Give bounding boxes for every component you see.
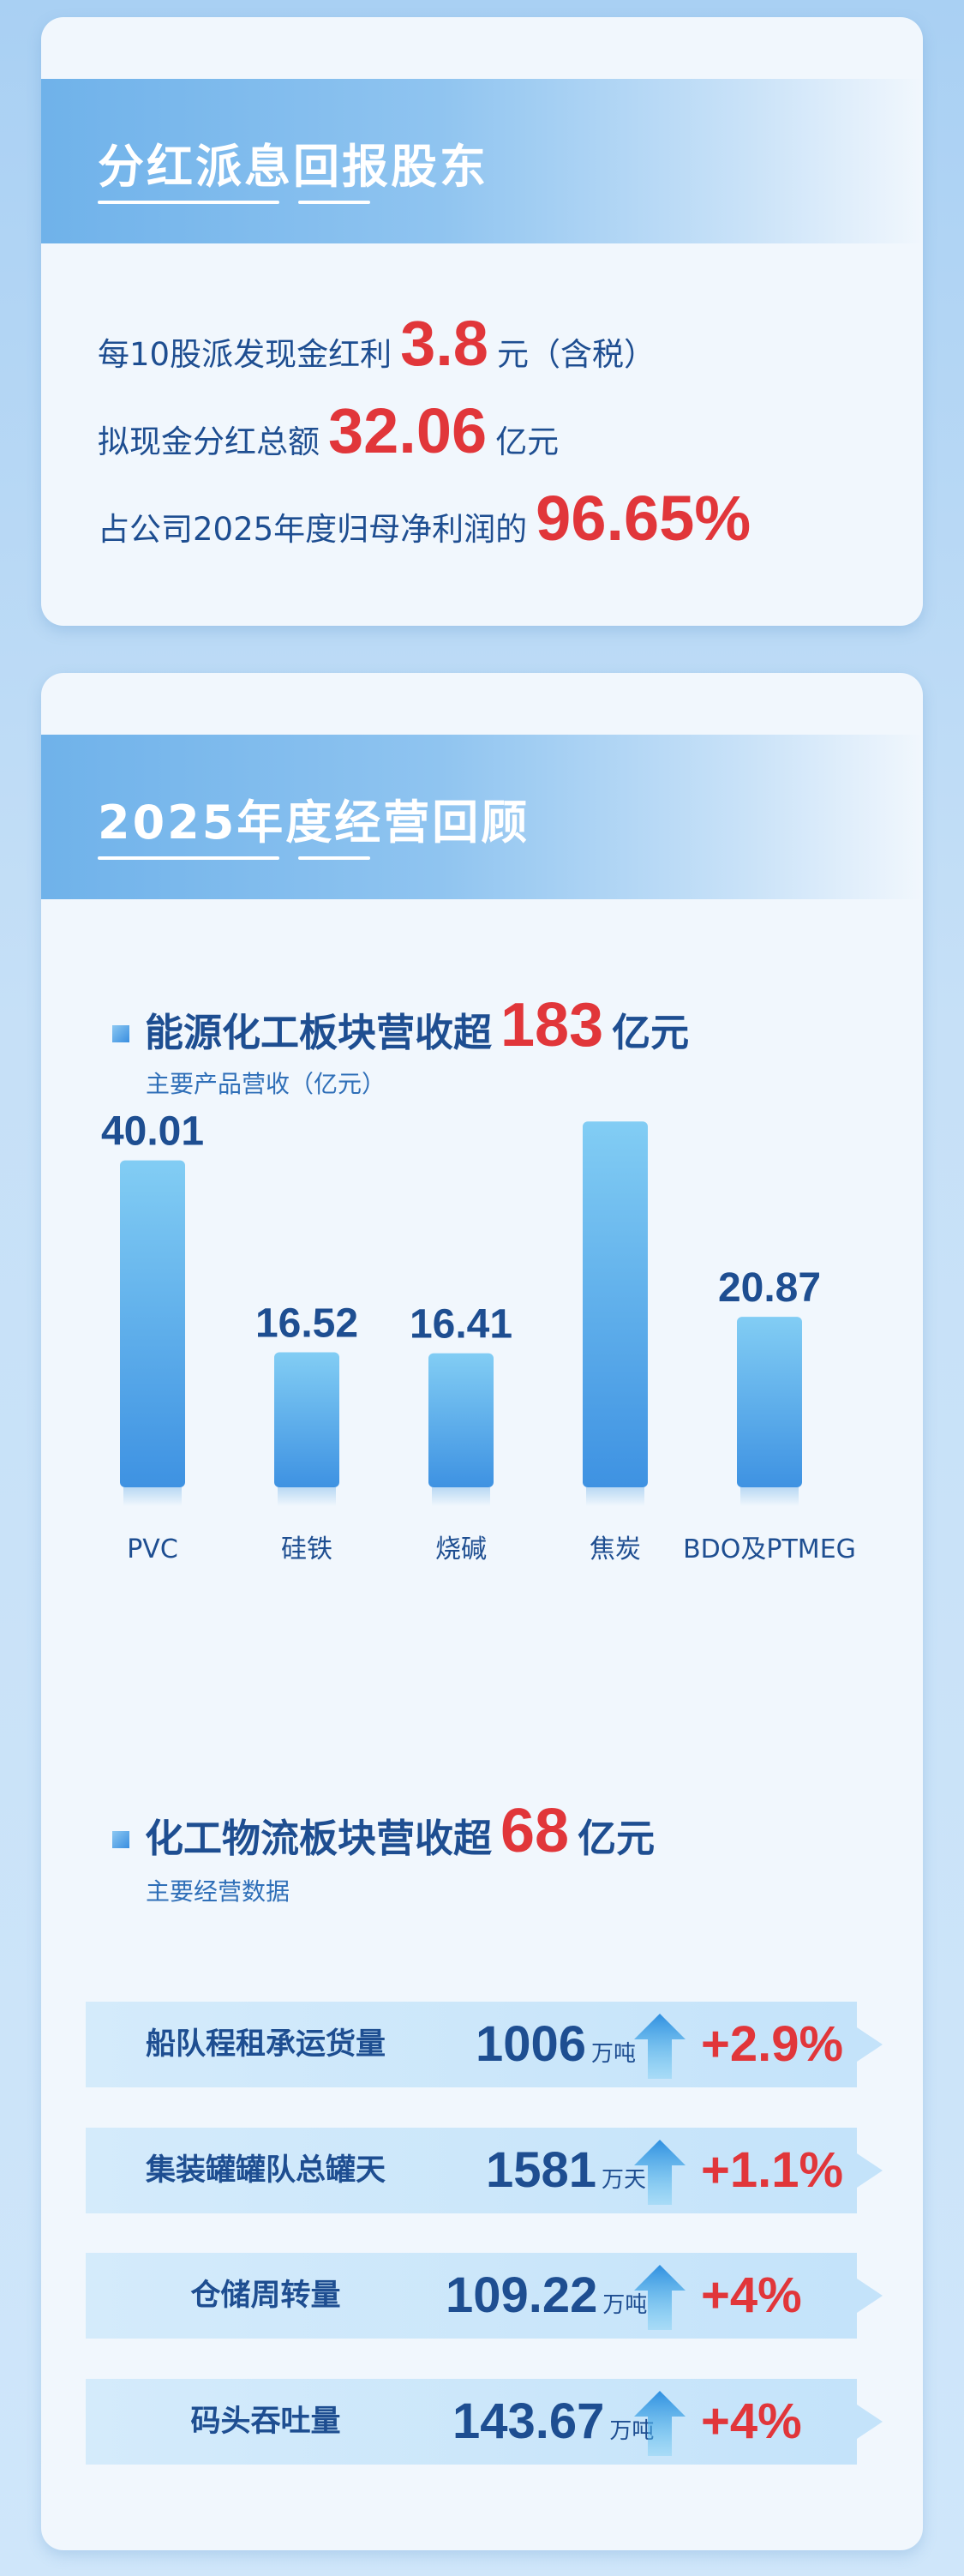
review-banner: 2025年度经营回顾 bbox=[41, 735, 923, 899]
dividend-per-share-line: 每10股派发现金红利 3.8 元（含税） bbox=[98, 307, 656, 380]
stat-label: 码头吞吐量 bbox=[190, 2405, 341, 2439]
stat-row-tip bbox=[857, 2405, 883, 2439]
stat-unit: 万吨 bbox=[591, 2041, 637, 2067]
stat-row-background bbox=[86, 2253, 857, 2339]
stat-row-background bbox=[86, 2379, 857, 2465]
stat-value: 1006 万吨 bbox=[476, 2002, 636, 2087]
bar-value-label: 16.52 bbox=[255, 1301, 358, 1347]
bar-shadow bbox=[123, 1487, 182, 1506]
bar-value-label: 20.87 bbox=[718, 1265, 821, 1311]
dividend-total-line: 拟现金分红总额 32.06 亿元 bbox=[98, 394, 559, 467]
dividend-ratio-line: 占公司2025年度归母净利润的 96.65% bbox=[98, 482, 759, 555]
title-underline bbox=[298, 201, 370, 204]
dividend-title: 分红派息回报股东 bbox=[98, 140, 488, 194]
stat-unit: 万天 bbox=[602, 2167, 647, 2193]
bar-category-label: 焦炭 bbox=[590, 1534, 641, 1564]
stat-value: 109.22 万吨 bbox=[446, 2253, 647, 2339]
bar-value-label: 44.78 bbox=[564, 1110, 667, 1115]
square-bullet-icon bbox=[112, 1025, 129, 1042]
stat-change: +4% bbox=[701, 2267, 802, 2323]
dividend-line-text: 亿元 bbox=[495, 423, 560, 460]
bar-category-label: 烧碱 bbox=[435, 1534, 487, 1564]
stat-number: 1581 bbox=[486, 2142, 597, 2198]
dividend-line-text: 拟现金分红总额 bbox=[98, 423, 320, 460]
stat-row-background bbox=[86, 2128, 857, 2213]
stat-row-tip bbox=[857, 2027, 883, 2062]
review-card: 2025年度经营回顾 能源化工板块营收超 183 亿元 主要产品营收（亿元） 4… bbox=[41, 673, 923, 2550]
stat-value: 143.67 万吨 bbox=[452, 2379, 654, 2465]
stat-number: 1006 bbox=[476, 2016, 587, 2072]
up-arrow-icon bbox=[634, 2265, 686, 2330]
stat-unit: 万吨 bbox=[602, 2292, 648, 2318]
dividend-line-text: 每10股派发现金红利 bbox=[98, 336, 392, 373]
stat-row-fleet: 船队程租承运货量 1006 万吨 +2.9% bbox=[86, 2002, 893, 2087]
logistics-subtitle: 主要经营数据 bbox=[146, 1877, 290, 1906]
logistics-heading-unit: 亿元 bbox=[578, 1816, 656, 1861]
dividend-line-text: 元（含税） bbox=[496, 336, 656, 373]
up-arrow-icon bbox=[634, 2140, 686, 2205]
stat-label: 集装罐罐队总罐天 bbox=[145, 2153, 386, 2188]
bar-shadow bbox=[586, 1487, 644, 1506]
stat-value: 1581 万天 bbox=[486, 2128, 646, 2213]
energy-subtitle: 主要产品营收（亿元） bbox=[146, 1070, 386, 1098]
up-arrow-icon bbox=[634, 2391, 686, 2456]
product-revenue-bar-chart: 40.01 PVC 16.52 硅铁 16.41 烧碱 44.78 焦炭 20.87 BDO及PT… bbox=[101, 1110, 856, 1564]
dividend-per-share-value: 3.8 bbox=[400, 308, 488, 379]
stat-row-tank: 集装罐罐队总罐天 1581 万天 +1.1% bbox=[86, 2128, 893, 2213]
bar-category-label: BDO及PTMEG bbox=[683, 1534, 856, 1564]
stat-number: 109.22 bbox=[446, 2267, 598, 2323]
bar-category-label: 硅铁 bbox=[281, 1534, 332, 1564]
bar-BDO及PTMEG bbox=[737, 1317, 802, 1487]
bar-烧碱 bbox=[428, 1353, 494, 1487]
stat-row-tip bbox=[857, 2153, 883, 2188]
bar-PVC bbox=[120, 1160, 185, 1487]
dividend-card: 分红派息回报股东 每10股派发现金红利 3.8 元（含税） 拟现金分红总额 32… bbox=[41, 17, 923, 626]
stat-row-tip bbox=[857, 2279, 883, 2313]
bar-shadow bbox=[278, 1487, 336, 1506]
dividend-banner: 分红派息回报股东 bbox=[41, 79, 923, 243]
stat-change: +4% bbox=[701, 2393, 802, 2449]
logistics-section-heading: 化工物流板块营收超 68 亿元 bbox=[112, 1796, 655, 1866]
stat-row-background bbox=[86, 2002, 857, 2087]
dividend-line-text: 占公司2025年度归母净利润的 bbox=[98, 511, 528, 548]
stat-label: 船队程租承运货量 bbox=[145, 2027, 386, 2062]
dividend-total-value: 32.06 bbox=[328, 395, 488, 466]
bar-焦炭 bbox=[583, 1121, 648, 1487]
stat-row-storage: 仓储周转量 109.22 万吨 +4% bbox=[86, 2253, 893, 2339]
bar-硅铁 bbox=[274, 1352, 339, 1487]
logistics-heading-text: 化工物流板块营收超 bbox=[145, 1816, 493, 1861]
bar-category-label: PVC bbox=[127, 1534, 178, 1564]
up-arrow-icon bbox=[634, 2014, 686, 2079]
title-underline bbox=[298, 856, 370, 860]
title-underline bbox=[98, 201, 279, 204]
title-underline bbox=[98, 856, 279, 860]
energy-revenue-value: 183 bbox=[500, 991, 604, 1060]
stat-change: +1.1% bbox=[701, 2142, 844, 2198]
energy-heading-text: 能源化工板块营收超 bbox=[145, 1010, 493, 1055]
bar-shadow bbox=[432, 1487, 490, 1506]
energy-section-heading: 能源化工板块营收超 183 亿元 bbox=[112, 990, 689, 1060]
bar-value-label: 16.41 bbox=[410, 1302, 512, 1348]
stat-number: 143.67 bbox=[452, 2393, 605, 2449]
stat-label: 仓储周转量 bbox=[190, 2279, 341, 2313]
energy-heading-unit: 亿元 bbox=[612, 1010, 690, 1055]
stat-change: +2.9% bbox=[701, 2016, 844, 2072]
stat-row-terminal: 码头吞吐量 143.67 万吨 +4% bbox=[86, 2379, 893, 2465]
stat-unit: 万吨 bbox=[609, 2418, 655, 2444]
logistics-revenue-value: 68 bbox=[500, 1797, 570, 1865]
bar-value-label: 40.01 bbox=[101, 1110, 204, 1155]
review-title: 2025年度经营回顾 bbox=[98, 796, 530, 850]
square-bullet-icon bbox=[112, 1831, 129, 1848]
dividend-ratio-value: 96.65% bbox=[536, 483, 751, 554]
bar-shadow bbox=[740, 1487, 799, 1506]
